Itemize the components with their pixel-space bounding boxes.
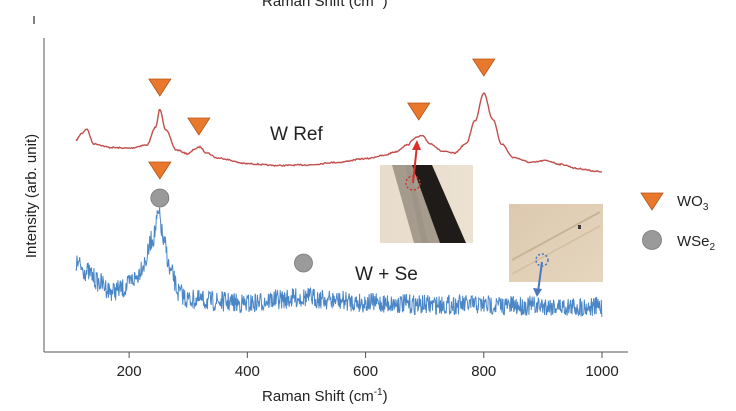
x-tick-label: 600 <box>353 363 378 380</box>
x-tick-labels: 200 400 600 800 1000 <box>117 363 619 380</box>
x-tick-label: 1000 <box>585 363 618 380</box>
series-line-w-ref <box>75 92 603 173</box>
series-label-w-ref: W Ref <box>270 124 324 145</box>
blue-arrow <box>537 261 543 293</box>
x-tick-label: 400 <box>235 363 260 380</box>
legend-wo3-label: WO3 <box>677 193 709 213</box>
legend: WO3 WSe2 <box>640 192 716 253</box>
x-tick-label: 800 <box>471 363 496 380</box>
blue-arrowhead <box>533 288 542 297</box>
wo3-peak-marker <box>407 102 431 121</box>
legend-wo3-marker-icon <box>640 192 664 211</box>
series-label-w-se: W + Se <box>355 264 418 285</box>
wo3-peak-marker <box>472 58 496 77</box>
y-axis-title: Intensity (arb. unit) <box>23 134 40 258</box>
series-line-w-se <box>75 207 603 317</box>
peak-markers <box>148 58 496 273</box>
wo3-peak-marker <box>148 161 172 180</box>
wo3-peak-marker <box>148 78 172 97</box>
red-arrowhead <box>412 140 421 150</box>
red-arrow <box>412 144 418 184</box>
x-ticks <box>128 352 603 358</box>
x-tick-label: 200 <box>117 363 142 380</box>
top-axis-title-partial: Raman Shift (cm-1) <box>262 0 388 10</box>
x-axis-title: Raman Shift (cm-1) <box>262 387 388 405</box>
microscope-inset-w-ref <box>380 140 473 243</box>
legend-wse2-marker-icon <box>642 230 662 250</box>
wse2-peak-marker <box>294 253 313 273</box>
legend-wse2-label: WSe2 <box>677 233 716 253</box>
wse2-peak-marker <box>150 188 170 208</box>
microscope-inset-w-se <box>509 204 603 297</box>
wo3-peak-marker <box>187 117 211 136</box>
